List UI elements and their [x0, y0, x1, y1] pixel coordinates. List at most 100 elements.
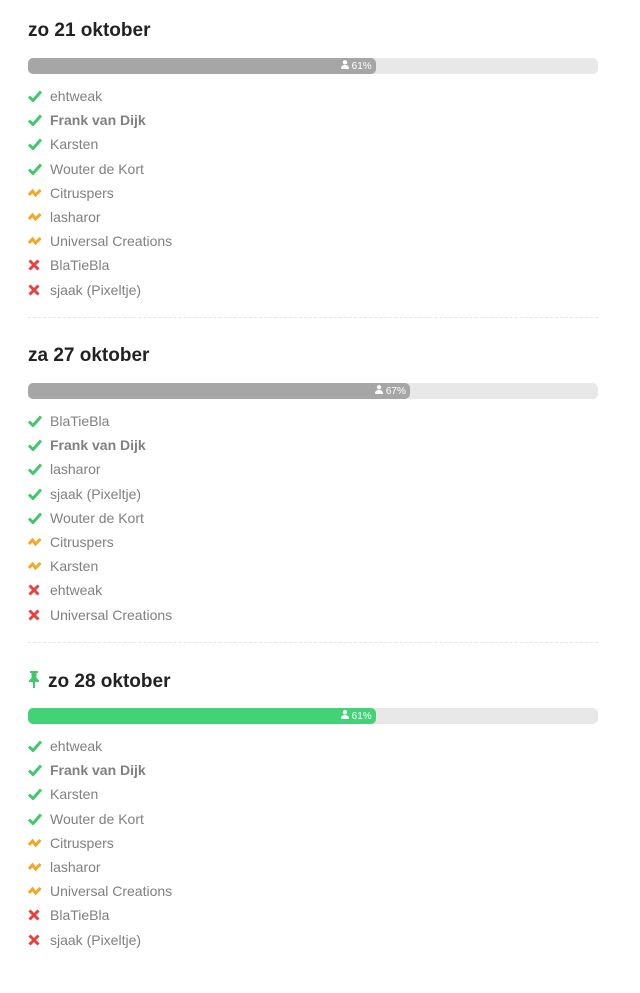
participant-item: lasharor [28, 205, 172, 229]
participant-item: sjaak (Pixeltje) [28, 278, 172, 302]
maybe-icon [28, 838, 50, 848]
check-icon [28, 740, 50, 753]
check-icon [28, 114, 50, 127]
participant-name: Frank van Dijk [50, 112, 146, 129]
cross-icon [28, 609, 50, 621]
date-section: zo 21 oktober 61% ehtweak Frank van Dijk K… [28, 0, 598, 325]
participant-item: Universal Creations [28, 879, 172, 903]
attendance-bar: 67% [28, 383, 598, 399]
date-title-text: zo 28 oktober [48, 671, 171, 692]
participant-item: ehtweak [28, 84, 172, 108]
person-icon [340, 60, 349, 72]
date-title-text: zo 21 oktober [28, 20, 151, 41]
date-section: zo 28 oktober 61% ehtweak Frank van Dijk K… [28, 650, 598, 975]
pin-icon [28, 670, 40, 694]
participant-item: Karsten [28, 782, 172, 806]
attendance-bar: 61% [28, 708, 598, 724]
participant-name: Frank van Dijk [50, 762, 146, 779]
divider [28, 642, 598, 643]
maybe-icon [28, 537, 50, 547]
check-icon [28, 813, 50, 825]
cross-icon [28, 934, 50, 946]
participant-name: Wouter de Kort [50, 160, 144, 177]
participant-item: Wouter de Kort [28, 807, 172, 831]
participant-name: BlaTieBla [50, 907, 110, 924]
check-icon [28, 764, 50, 777]
attendance-percent: 67% [385, 385, 406, 397]
participant-item: Citruspers [28, 181, 172, 205]
cross-icon [28, 584, 50, 596]
cross-icon [28, 284, 50, 296]
participant-item: lasharor [28, 855, 172, 879]
participant-name: lasharor [50, 461, 101, 478]
divider [28, 317, 598, 318]
participant-item: ehtweak [28, 578, 172, 602]
maybe-icon [28, 212, 50, 222]
participant-name: Citruspers [50, 834, 114, 851]
participant-name: Universal Creations [50, 233, 173, 250]
check-icon [28, 512, 50, 524]
date-title: zo 21 oktober [28, 20, 150, 42]
check-icon [28, 488, 50, 500]
participant-item: Karsten [28, 554, 172, 578]
participant-name: ehtweak [50, 582, 103, 599]
participant-name: sjaak (Pixeltje) [50, 931, 142, 948]
participant-name: Universal Creations [50, 883, 173, 900]
attendance-fill: 61% [28, 708, 376, 724]
attendance-percent: 61% [351, 60, 372, 72]
check-icon [28, 138, 50, 151]
participant-item: Universal Creations [28, 229, 172, 253]
participant-name: BlaTieBla [50, 257, 110, 274]
participant-item: Frank van Dijk [28, 433, 172, 457]
participant-list: ehtweak Frank van Dijk Karsten Wouter de Ko… [28, 84, 172, 302]
participant-item: Frank van Dijk [28, 758, 172, 782]
participant-name: lasharor [50, 209, 101, 226]
attendance-percent: 61% [351, 710, 372, 722]
participant-item: BlaTieBla [28, 253, 172, 277]
attendance-bar: 61% [28, 58, 598, 74]
participant-item: Wouter de Kort [28, 157, 172, 181]
check-icon [28, 439, 50, 452]
participant-name: ehtweak [50, 88, 103, 105]
maybe-icon [28, 188, 50, 198]
cross-icon [28, 909, 50, 921]
participant-name: Universal Creations [50, 606, 173, 623]
date-title: zo 28 oktober [28, 670, 170, 694]
participant-name: Karsten [50, 786, 99, 803]
participant-item: sjaak (Pixeltje) [28, 482, 172, 506]
participant-item: lasharor [28, 457, 172, 481]
participant-name: Karsten [50, 136, 99, 153]
participant-item: Citruspers [28, 530, 172, 554]
participant-item: BlaTieBla [28, 903, 172, 927]
check-icon [28, 415, 50, 428]
participant-name: BlaTieBla [50, 413, 110, 430]
check-icon [28, 463, 50, 476]
check-icon [28, 163, 50, 175]
participant-name: sjaak (Pixeltje) [50, 281, 142, 298]
maybe-icon [28, 886, 50, 896]
participant-item: Citruspers [28, 831, 172, 855]
date-title: za 27 oktober [28, 345, 149, 367]
participant-item: Universal Creations [28, 603, 172, 627]
participant-item: sjaak (Pixeltje) [28, 928, 172, 952]
person-icon [374, 385, 383, 397]
participant-name: Frank van Dijk [50, 437, 146, 454]
date-section: za 27 oktober 67% BlaTieBla Frank van Dij… [28, 325, 598, 650]
participant-name: sjaak (Pixeltje) [50, 485, 142, 502]
participant-item: Frank van Dijk [28, 108, 172, 132]
maybe-icon [28, 236, 50, 246]
participant-list: ehtweak Frank van Dijk Karsten Wouter de Ko… [28, 734, 172, 952]
attendance-fill: 61% [28, 58, 376, 74]
participant-item: BlaTieBla [28, 409, 172, 433]
cross-icon [28, 259, 50, 271]
date-title-text: za 27 oktober [28, 345, 150, 366]
maybe-icon [28, 862, 50, 872]
check-icon [28, 788, 50, 801]
participant-item: Karsten [28, 132, 172, 156]
participant-name: Wouter de Kort [50, 810, 144, 827]
attendance-fill: 67% [28, 383, 410, 399]
participant-name: lasharor [50, 859, 101, 876]
person-icon [340, 710, 349, 722]
participant-name: Wouter de Kort [50, 509, 144, 526]
